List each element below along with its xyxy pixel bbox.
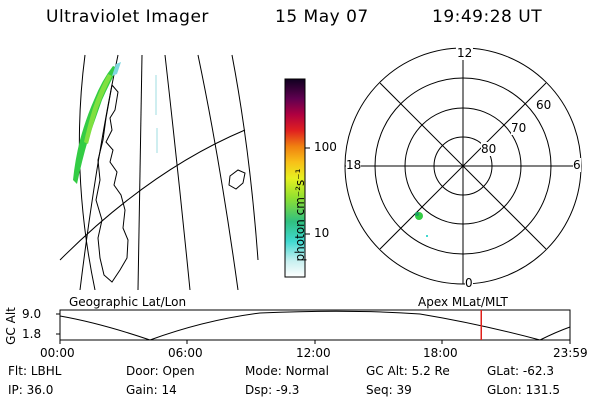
lon-line [197,54,239,290]
timeline-left-title: Geographic Lat/Lon [69,295,187,309]
altitude-curve [59,310,571,341]
lat-line [78,54,96,290]
status-ip: IP: 36.0 [8,383,54,397]
timeline-x-tick-2359: 23:59 [553,346,588,360]
lat-label-80: 80 [481,142,497,156]
status-door: Door: Open [126,364,195,378]
lat-label-60: 60 [536,98,552,112]
colorbar-tick-10: 10 [314,226,330,240]
status-mode: Mode: Normal [245,364,329,378]
color-scale [284,78,306,278]
altitude-timeline [56,309,571,344]
status-dsp: Dsp: -9.3 [245,383,300,397]
island [228,169,246,190]
timeline-x-tick-1200: 12:00 [296,346,331,360]
timeline-y-tick-9: 9.0 [22,307,42,321]
lon-line [137,54,143,290]
colorbar-unit: photon cm⁻²s⁻¹ [293,168,307,262]
status-glat: GLat: -62.3 [487,364,554,378]
aurora-emission [73,62,158,184]
timeline-y-axis-label: GC Alt [4,307,18,345]
lat-label-70: 70 [511,121,527,135]
status-seq: Seq: 39 [366,383,412,397]
instrument-title: Ultraviolet Imager [46,7,209,27]
polar-emission [415,212,428,237]
timeline-x-tick-0000: 00:00 [40,346,75,360]
status-filter: Flt: LBHL [8,364,62,378]
timeline-x-tick-0600: 06:00 [168,346,203,360]
date-label: 15 May 07 [275,7,369,27]
lon-line [231,54,259,261]
lat-line [59,129,246,261]
polar-plot [344,47,582,285]
status-glon: GLon: 131.5 [487,383,560,397]
colorbar-tick-100: 100 [314,140,337,154]
timeline-x-tick-1800: 18:00 [423,346,458,360]
timeline-right-title: Apex MLat/MLT [418,295,508,309]
lon-line [164,54,191,290]
status-gain: Gain: 14 [126,383,177,397]
mlt-label-0: 0 [465,276,473,290]
lon-line [79,54,119,290]
mlt-label-6: 6 [573,158,581,172]
timeline-y-tick-1: 1.8 [22,327,42,341]
status-gc-alt: GC Alt: 5.2 Re [366,364,450,378]
geographic-map [59,54,259,290]
coastline [95,83,129,283]
mlt-label-18: 18 [346,158,362,172]
time-label: 19:49:28 UT [432,7,543,27]
mlt-label-12: 12 [456,46,474,60]
